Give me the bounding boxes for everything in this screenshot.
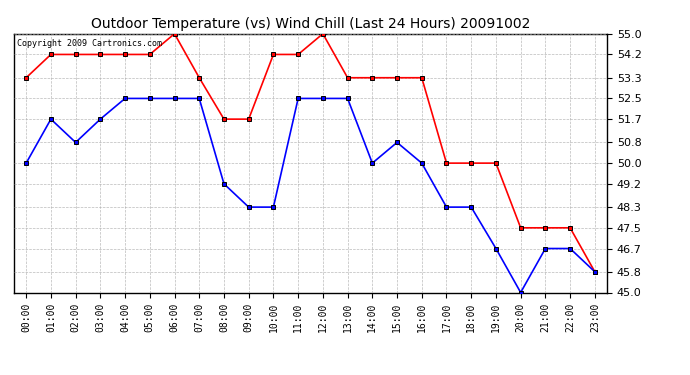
Text: Copyright 2009 Cartronics.com: Copyright 2009 Cartronics.com — [17, 39, 161, 48]
Title: Outdoor Temperature (vs) Wind Chill (Last 24 Hours) 20091002: Outdoor Temperature (vs) Wind Chill (Las… — [91, 17, 530, 31]
